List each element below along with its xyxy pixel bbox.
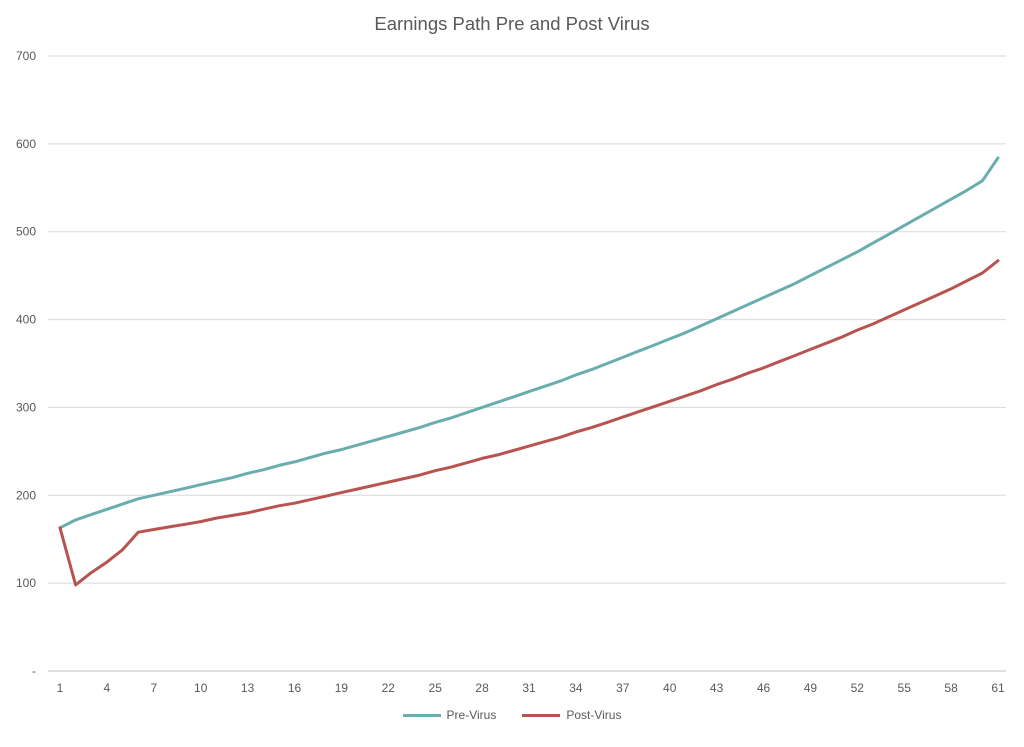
series-lines xyxy=(58,156,1000,587)
chart-title: Earnings Path Pre and Post Virus xyxy=(374,13,650,34)
y-tick-label: 200 xyxy=(16,488,36,502)
legend-item-post-virus: Post-Virus xyxy=(522,708,621,722)
y-axis: - 100 200 300 400 500 600 700 xyxy=(16,49,36,678)
x-tick-label: 31 xyxy=(522,681,536,695)
y-tick-label: 700 xyxy=(16,49,36,63)
line-chart: - 100 200 300 400 500 600 700 1 4 7 10 13 16 19 22 25 28… xyxy=(16,49,1006,695)
x-tick-label: 19 xyxy=(335,681,349,695)
y-tick-label: - xyxy=(32,664,36,678)
legend: Pre-Virus Post-Virus xyxy=(0,708,1024,722)
x-tick-label: 52 xyxy=(851,681,865,695)
x-tick-label: 37 xyxy=(616,681,630,695)
x-tick-label: 25 xyxy=(429,681,443,695)
x-axis: 1 4 7 10 13 16 19 22 25 28 31 34 37 40 43 46 49 52 55 58 61 xyxy=(57,681,1005,695)
series-line-post-virus xyxy=(58,259,1000,587)
x-tick-label: 7 xyxy=(150,681,157,695)
y-tick-label: 600 xyxy=(16,137,36,151)
gridlines xyxy=(48,55,1006,672)
x-tick-label: 28 xyxy=(475,681,489,695)
x-tick-label: 46 xyxy=(757,681,771,695)
legend-item-pre-virus: Pre-Virus xyxy=(402,708,497,722)
x-tick-label: 40 xyxy=(663,681,677,695)
x-tick-label: 55 xyxy=(898,681,912,695)
y-tick-label: 300 xyxy=(16,400,36,414)
legend-label-pre-virus: Pre-Virus xyxy=(446,708,497,722)
y-tick-label: 400 xyxy=(16,313,36,327)
y-tick-label: 100 xyxy=(16,576,36,590)
x-tick-label: 58 xyxy=(944,681,958,695)
x-tick-label: 4 xyxy=(104,681,111,695)
x-tick-label: 13 xyxy=(241,681,255,695)
y-tick-label: 500 xyxy=(16,225,36,239)
x-tick-label: 61 xyxy=(991,681,1005,695)
legend-swatch-post-virus xyxy=(522,713,561,717)
x-tick-label: 16 xyxy=(288,681,302,695)
legend-label-post-virus: Post-Virus xyxy=(566,708,622,722)
x-tick-label: 22 xyxy=(382,681,396,695)
x-tick-label: 34 xyxy=(569,681,583,695)
x-tick-label: 49 xyxy=(804,681,818,695)
x-tick-label: 10 xyxy=(194,681,208,695)
x-tick-label: 1 xyxy=(57,681,64,695)
legend-swatch-pre-virus xyxy=(402,713,441,717)
x-tick-label: 43 xyxy=(710,681,724,695)
series-line-pre-virus xyxy=(58,156,1000,530)
